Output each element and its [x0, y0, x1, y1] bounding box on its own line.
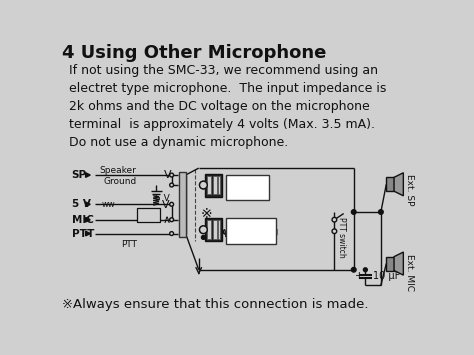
Text: φ2.5: φ2.5 [234, 178, 260, 187]
Polygon shape [394, 252, 403, 275]
Bar [179, 172, 186, 237]
Text: φ3.5 Plug: φ3.5 Plug [222, 228, 279, 237]
Circle shape [170, 231, 173, 235]
Text: Ext. MIC: Ext. MIC [405, 253, 414, 291]
Text: Ext. SP: Ext. SP [405, 174, 414, 206]
Text: $\wedge$: $\wedge$ [162, 214, 171, 225]
Text: ※: ※ [201, 207, 212, 220]
Bar [213, 176, 217, 194]
Circle shape [332, 217, 337, 222]
Text: 10 μF: 10 μF [373, 271, 401, 280]
Circle shape [379, 210, 383, 214]
Bar [205, 218, 222, 241]
Circle shape [200, 181, 207, 189]
Circle shape [200, 226, 207, 234]
Circle shape [351, 210, 356, 214]
Polygon shape [86, 202, 90, 207]
Text: ※Always ensure that this connection is made.: ※Always ensure that this connection is m… [62, 298, 368, 311]
Circle shape [332, 229, 337, 234]
Text: V: V [164, 170, 172, 180]
Bar [137, 208, 160, 222]
Text: Plug: Plug [236, 186, 258, 196]
Bar [218, 220, 220, 239]
Circle shape [200, 181, 207, 189]
Text: 5 V: 5 V [72, 199, 91, 209]
Bar [226, 218, 276, 244]
Circle shape [170, 183, 173, 187]
Bar [386, 178, 394, 191]
Bar [226, 175, 268, 200]
Text: +: + [355, 271, 363, 280]
Text: PTT switch: PTT switch [337, 217, 346, 258]
Polygon shape [86, 173, 90, 178]
Polygon shape [86, 217, 90, 222]
Text: PTT: PTT [72, 229, 94, 239]
Text: If not using the SMC-33, we recommend using an
electret type microphone.  The in: If not using the SMC-33, we recommend us… [69, 64, 386, 149]
Text: ww: ww [102, 200, 116, 209]
Bar [218, 176, 220, 194]
Circle shape [170, 173, 173, 177]
Text: MIC: MIC [72, 215, 93, 225]
Text: 5 V: 5 V [155, 193, 170, 202]
Bar [205, 174, 222, 197]
Text: 4 Using Other Microphone: 4 Using Other Microphone [62, 44, 326, 62]
Text: Ground: Ground [103, 176, 137, 186]
Bar [386, 257, 394, 271]
Text: V: V [162, 200, 170, 210]
Circle shape [170, 218, 173, 222]
Bar [207, 220, 211, 239]
Circle shape [170, 202, 173, 206]
Text: PTT: PTT [121, 240, 137, 249]
Polygon shape [394, 173, 403, 196]
Text: Speaker: Speaker [99, 166, 136, 175]
Circle shape [364, 268, 367, 272]
Circle shape [201, 235, 205, 239]
Bar [207, 176, 211, 194]
Text: MIC: MIC [140, 211, 157, 220]
Polygon shape [86, 231, 90, 236]
Text: SP: SP [72, 170, 87, 180]
Bar [213, 220, 217, 239]
Circle shape [351, 267, 356, 272]
Circle shape [200, 226, 207, 234]
